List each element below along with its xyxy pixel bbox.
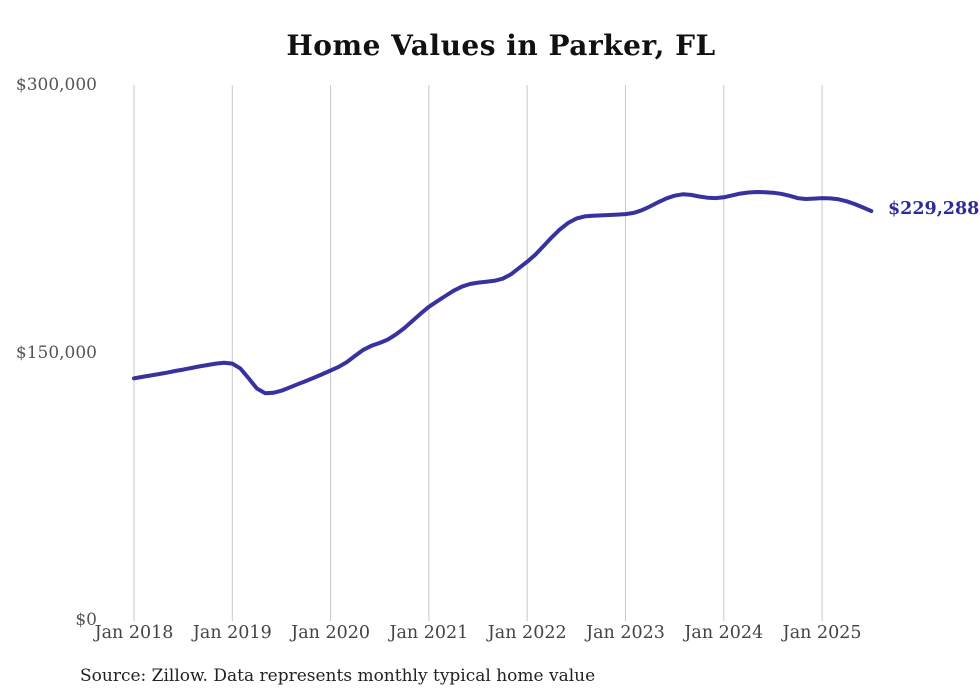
y-tick-label: $150,000 [15,342,97,363]
y-tick-label: $300,000 [15,75,97,95]
x-tick-label: Jan 2018 [94,623,174,643]
x-tick-label: Jan 2022 [487,623,567,643]
end-value-label: $229,288 [888,199,980,220]
gridlines [133,85,823,621]
source-note: Source: Zillow. Data represents monthly … [80,666,596,686]
chart-title: Home Values in Parker, FL [286,29,716,62]
x-tick-label: Jan 2024 [684,623,764,643]
x-tick-label: Jan 2025 [782,623,862,643]
x-tick-label: Jan 2019 [192,623,272,643]
x-tick-label: Jan 2021 [389,623,469,643]
x-tick-label: Jan 2023 [586,623,665,643]
y-tick-label: $0 [75,610,97,630]
home-value-line [132,190,874,396]
x-tick-label: Jan 2020 [291,623,371,643]
